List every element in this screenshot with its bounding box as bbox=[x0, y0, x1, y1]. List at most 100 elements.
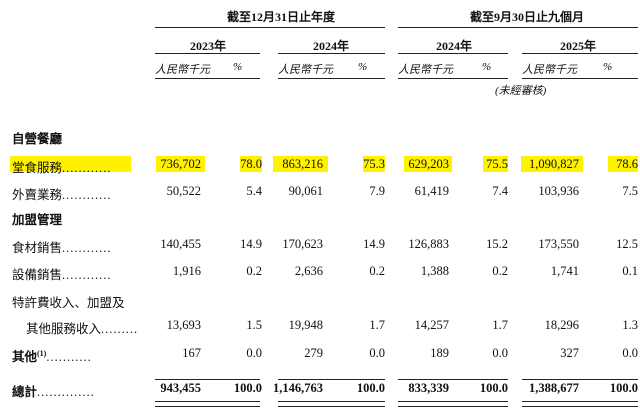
rule-year-2025 bbox=[522, 53, 638, 54]
row-label: 其他服務收入......... bbox=[26, 318, 138, 337]
row-label-text: 其他 bbox=[12, 350, 38, 364]
cell-percent: 0.0 bbox=[246, 346, 262, 360]
cell-amount: 1,090,827 bbox=[529, 157, 579, 171]
cell-amount: 833,339 bbox=[408, 381, 449, 395]
section-dining: 自營餐廳 bbox=[12, 132, 63, 146]
cell-amount: 943,455 bbox=[160, 381, 201, 395]
cell-percent: 1.5 bbox=[246, 318, 262, 332]
cell-percent: 0.2 bbox=[369, 264, 385, 278]
period-title-annual: 截至12月31日止年度 bbox=[227, 10, 336, 24]
unit-pct-1: % bbox=[233, 61, 243, 73]
highlight-v5 bbox=[404, 156, 452, 172]
highlight-v8 bbox=[608, 156, 638, 172]
year-2025: 2025年 bbox=[560, 39, 597, 53]
rule-year-2023 bbox=[155, 53, 260, 54]
leader-dots: ............ bbox=[62, 161, 112, 175]
year-2024-ninemonth: 2024年 bbox=[436, 39, 473, 53]
leader-dots: .............. bbox=[37, 385, 95, 399]
cell-amount: 103,936 bbox=[538, 184, 579, 198]
unit-amount-2: 人民幣千元 bbox=[278, 64, 333, 76]
unit-pct-2: % bbox=[358, 61, 368, 73]
footnote-marker: (1) bbox=[37, 348, 47, 358]
total-rule-2 bbox=[278, 379, 385, 380]
cell-percent: 75.5 bbox=[486, 157, 508, 171]
cell-percent: 12.5 bbox=[616, 237, 638, 251]
cell-percent: 75.3 bbox=[363, 157, 385, 171]
highlight-v7 bbox=[521, 156, 583, 172]
unit-amount-1: 人民幣千元 bbox=[155, 64, 210, 76]
row-label: 特許費收入、加盟及 bbox=[12, 292, 125, 311]
row-label-text: 外賣業務 bbox=[12, 188, 63, 202]
cell-amount: 61,419 bbox=[414, 184, 449, 198]
cell-percent: 78.6 bbox=[616, 157, 638, 171]
row-label-text: 特許費收入、加盟及 bbox=[12, 296, 125, 310]
cell-percent: 100.0 bbox=[356, 381, 385, 395]
cell-amount: 863,216 bbox=[282, 157, 323, 171]
year-2023: 2023年 bbox=[190, 39, 227, 53]
total-dbl-4 bbox=[522, 401, 638, 407]
highlight-v4 bbox=[363, 156, 385, 172]
row-label: 外賣業務............ bbox=[12, 184, 112, 203]
cell-amount: 173,550 bbox=[538, 237, 579, 251]
highlight-label bbox=[10, 156, 131, 172]
cell-percent: 5.4 bbox=[246, 184, 262, 198]
cell-amount: 1,388,677 bbox=[529, 381, 579, 395]
cell-amount: 140,455 bbox=[160, 237, 201, 251]
cell-amount: 19,948 bbox=[288, 318, 323, 332]
total-rule-3 bbox=[398, 379, 508, 380]
cell-amount: 1,741 bbox=[550, 264, 579, 278]
cell-amount: 167 bbox=[182, 346, 201, 360]
cell-percent: 7.9 bbox=[369, 184, 385, 198]
cell-percent: 0.1 bbox=[622, 264, 638, 278]
leader-dots: ............ bbox=[62, 268, 112, 282]
cell-percent: 14.9 bbox=[363, 237, 385, 251]
cell-amount: 170,623 bbox=[282, 237, 323, 251]
row-label-text: 食材銷售 bbox=[12, 241, 63, 255]
cell-amount: 629,203 bbox=[408, 157, 449, 171]
cell-amount: 189 bbox=[430, 346, 449, 360]
cell-percent: 15.2 bbox=[486, 237, 508, 251]
row-label-text: 其他服務收入 bbox=[26, 322, 102, 336]
highlight-v1 bbox=[156, 156, 205, 172]
leader-dots: ............ bbox=[62, 188, 112, 202]
rule-unit-2 bbox=[278, 78, 385, 79]
rule-year-2024b bbox=[398, 53, 508, 54]
highlight-v6 bbox=[483, 156, 508, 172]
cell-percent: 1.3 bbox=[622, 318, 638, 332]
cell-percent: 1.7 bbox=[492, 318, 508, 332]
cell-amount: 126,883 bbox=[408, 237, 449, 251]
row-label-text: 總計 bbox=[12, 385, 38, 399]
cell-percent: 0.0 bbox=[492, 346, 508, 360]
row-label: 總計.............. bbox=[12, 381, 95, 400]
total-dbl-1 bbox=[155, 401, 260, 407]
unit-amount-4: 人民幣千元 bbox=[522, 64, 577, 76]
rule-ninemonth bbox=[398, 27, 638, 28]
cell-percent: 0.2 bbox=[246, 264, 262, 278]
rule-unit-4 bbox=[522, 78, 638, 79]
cell-amount: 1,916 bbox=[172, 264, 201, 278]
section-franchise: 加盟管理 bbox=[12, 213, 63, 227]
rule-unit-3 bbox=[398, 78, 508, 79]
leader-dots: ......... bbox=[101, 322, 139, 336]
cell-percent: 7.4 bbox=[492, 184, 508, 198]
cell-percent: 100.0 bbox=[609, 381, 638, 395]
cell-amount: 50,522 bbox=[166, 184, 201, 198]
cell-amount: 90,061 bbox=[288, 184, 323, 198]
rule-year-2024a bbox=[278, 53, 385, 54]
cell-percent: 1.7 bbox=[369, 318, 385, 332]
row-label: 設備銷售............ bbox=[12, 264, 112, 283]
rule-unit-1 bbox=[155, 78, 260, 79]
total-rule-4 bbox=[522, 379, 638, 380]
row-label-text: 設備銷售 bbox=[12, 268, 63, 282]
total-dbl-3 bbox=[398, 401, 508, 407]
row-label: 食材銷售............ bbox=[12, 237, 112, 256]
rule-annual bbox=[155, 27, 385, 28]
cell-percent: 0.2 bbox=[492, 264, 508, 278]
cell-amount: 279 bbox=[304, 346, 323, 360]
cell-percent: 78.0 bbox=[240, 157, 262, 171]
cell-percent: 100.0 bbox=[479, 381, 508, 395]
unit-amount-3: 人民幣千元 bbox=[398, 64, 453, 76]
row-label-text: 堂食服務 bbox=[12, 161, 63, 175]
leader-dots: ........... bbox=[46, 350, 92, 364]
unit-pct-4: % bbox=[603, 61, 613, 73]
